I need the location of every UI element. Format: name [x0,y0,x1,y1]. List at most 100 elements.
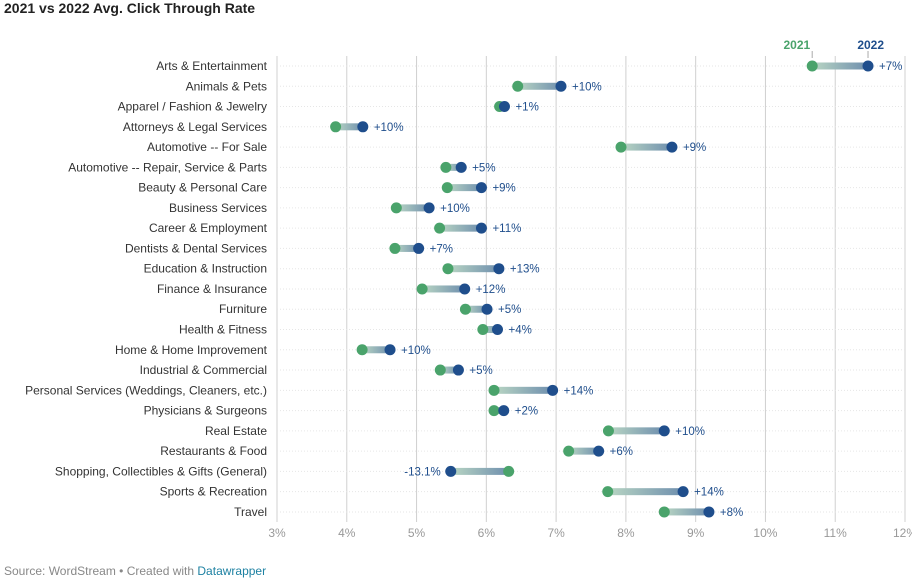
dot-2022 [677,486,689,498]
dot-2021 [440,161,452,173]
dot-2021 [434,222,446,234]
x-tick-label: 9% [687,526,705,540]
dot-2021 [658,506,670,518]
change-label: +10% [440,203,470,215]
data-marks: +7% +10% +1% +10% +9% +5% +9% +10% +11% +7% +13% +1… [330,60,902,519]
dot-2022 [593,445,605,457]
change-label: +1% [515,102,538,114]
chart-title: 2021 vs 2022 Avg. Click Through Rate [4,0,256,16]
connector-bar [440,366,459,374]
change-label: +10% [675,426,705,438]
category-label: Apparel / Fashion & Jewelry [118,100,267,114]
connector-bar [396,204,430,212]
change-label: +9% [683,142,706,154]
dot-2021 [356,344,368,356]
dot-2021 [441,182,453,194]
legend: 2021 2022 [783,38,884,58]
dot-2021 [488,405,500,417]
connector-bar [394,244,419,252]
dot-2021 [442,263,454,275]
category-label: Shopping, Collectibles & Gifts (General) [55,464,267,478]
change-label: +7% [430,243,453,255]
x-tick-label: 4% [338,526,356,540]
category-label: Finance & Insurance [157,282,267,296]
dot-2021 [390,202,402,214]
dot-2021 [488,384,500,396]
dot-2021 [503,465,515,477]
dot-2022 [498,405,510,417]
dot-2022 [555,80,567,92]
x-axis-ticks: 3% 4% 5% 6% 7% 8% 9% 10% 11% 12% [268,526,912,540]
change-label: +9% [492,183,515,195]
dot-2022 [493,263,505,275]
connector-bar [664,508,709,516]
change-label: +10% [401,345,431,357]
change-label: -13.1% [404,466,440,478]
dot-2022 [491,324,503,336]
dot-2021 [806,60,818,72]
change-label: +5% [472,162,495,174]
category-label: Dentists & Dental Services [125,241,267,255]
category-label: Personal Services (Weddings, Cleaners, e… [25,383,267,397]
x-tick-label: 3% [268,526,286,540]
datawrapper-link[interactable]: Datawrapper [197,564,267,578]
connector-bar [494,386,553,394]
connector-bar [621,143,672,151]
dot-2022 [481,303,493,315]
change-label: +2% [515,406,538,418]
dot-2022 [498,101,510,113]
category-label: Furniture [219,302,267,316]
dot-2022 [547,384,559,396]
footer: Source: WordStream • Created with Datawr… [4,564,266,578]
change-label: +10% [572,81,602,93]
change-label: +6% [610,446,633,458]
connector-bar [447,265,499,273]
category-label: Career & Employment [149,221,268,235]
x-tick-label: 12% [893,526,912,540]
category-label: Restaurants & Food [160,444,267,458]
category-label: Automotive -- Repair, Service & Parts [68,160,267,174]
dot-2022 [455,161,467,173]
dot-range-chart: Arts & Entertainment Animals & Pets Appare… [25,38,912,540]
x-tick-label: 5% [408,526,426,540]
row-guides [277,65,905,513]
x-tick-label: 8% [617,526,635,540]
connector-bar [439,224,482,232]
x-tick-label: 11% [824,526,847,540]
change-label: +5% [469,365,492,377]
category-label: Business Services [169,201,267,215]
x-tick-label: 10% [753,526,777,540]
dot-2022 [423,202,435,214]
change-label: +8% [720,507,743,519]
dot-2021 [602,425,614,437]
x-tick-label: 7% [547,526,565,540]
legend-2022: 2022 [857,38,884,52]
dot-2022 [703,506,715,518]
category-label: Beauty & Personal Care [138,181,267,195]
dot-2021 [563,445,575,457]
connector-bar [568,447,599,455]
dot-2021 [602,486,614,498]
category-label: Sports & Recreation [160,485,267,499]
dot-2022 [658,425,670,437]
change-label: +12% [476,284,506,296]
dot-2021 [459,303,471,315]
connector-bar [608,427,665,435]
legend-2021: 2021 [783,38,810,52]
change-label: +13% [510,264,540,276]
category-label: Physicians & Surgeons [144,404,267,418]
category-label: Automotive -- For Sale [147,140,267,154]
dot-2022 [357,121,369,133]
change-label: +5% [498,304,521,316]
connector-bar [422,285,465,293]
category-label: Home & Home Improvement [115,343,268,357]
dot-2022 [862,60,874,72]
connector-bar [335,123,363,131]
category-label: Travel [234,505,267,519]
dot-2021 [512,80,524,92]
dot-2022 [384,344,396,356]
connector-bar [607,488,684,496]
category-labels: Arts & Entertainment Animals & Pets Appare… [25,59,268,519]
dot-2021 [477,324,489,336]
connector-bar [465,305,488,313]
